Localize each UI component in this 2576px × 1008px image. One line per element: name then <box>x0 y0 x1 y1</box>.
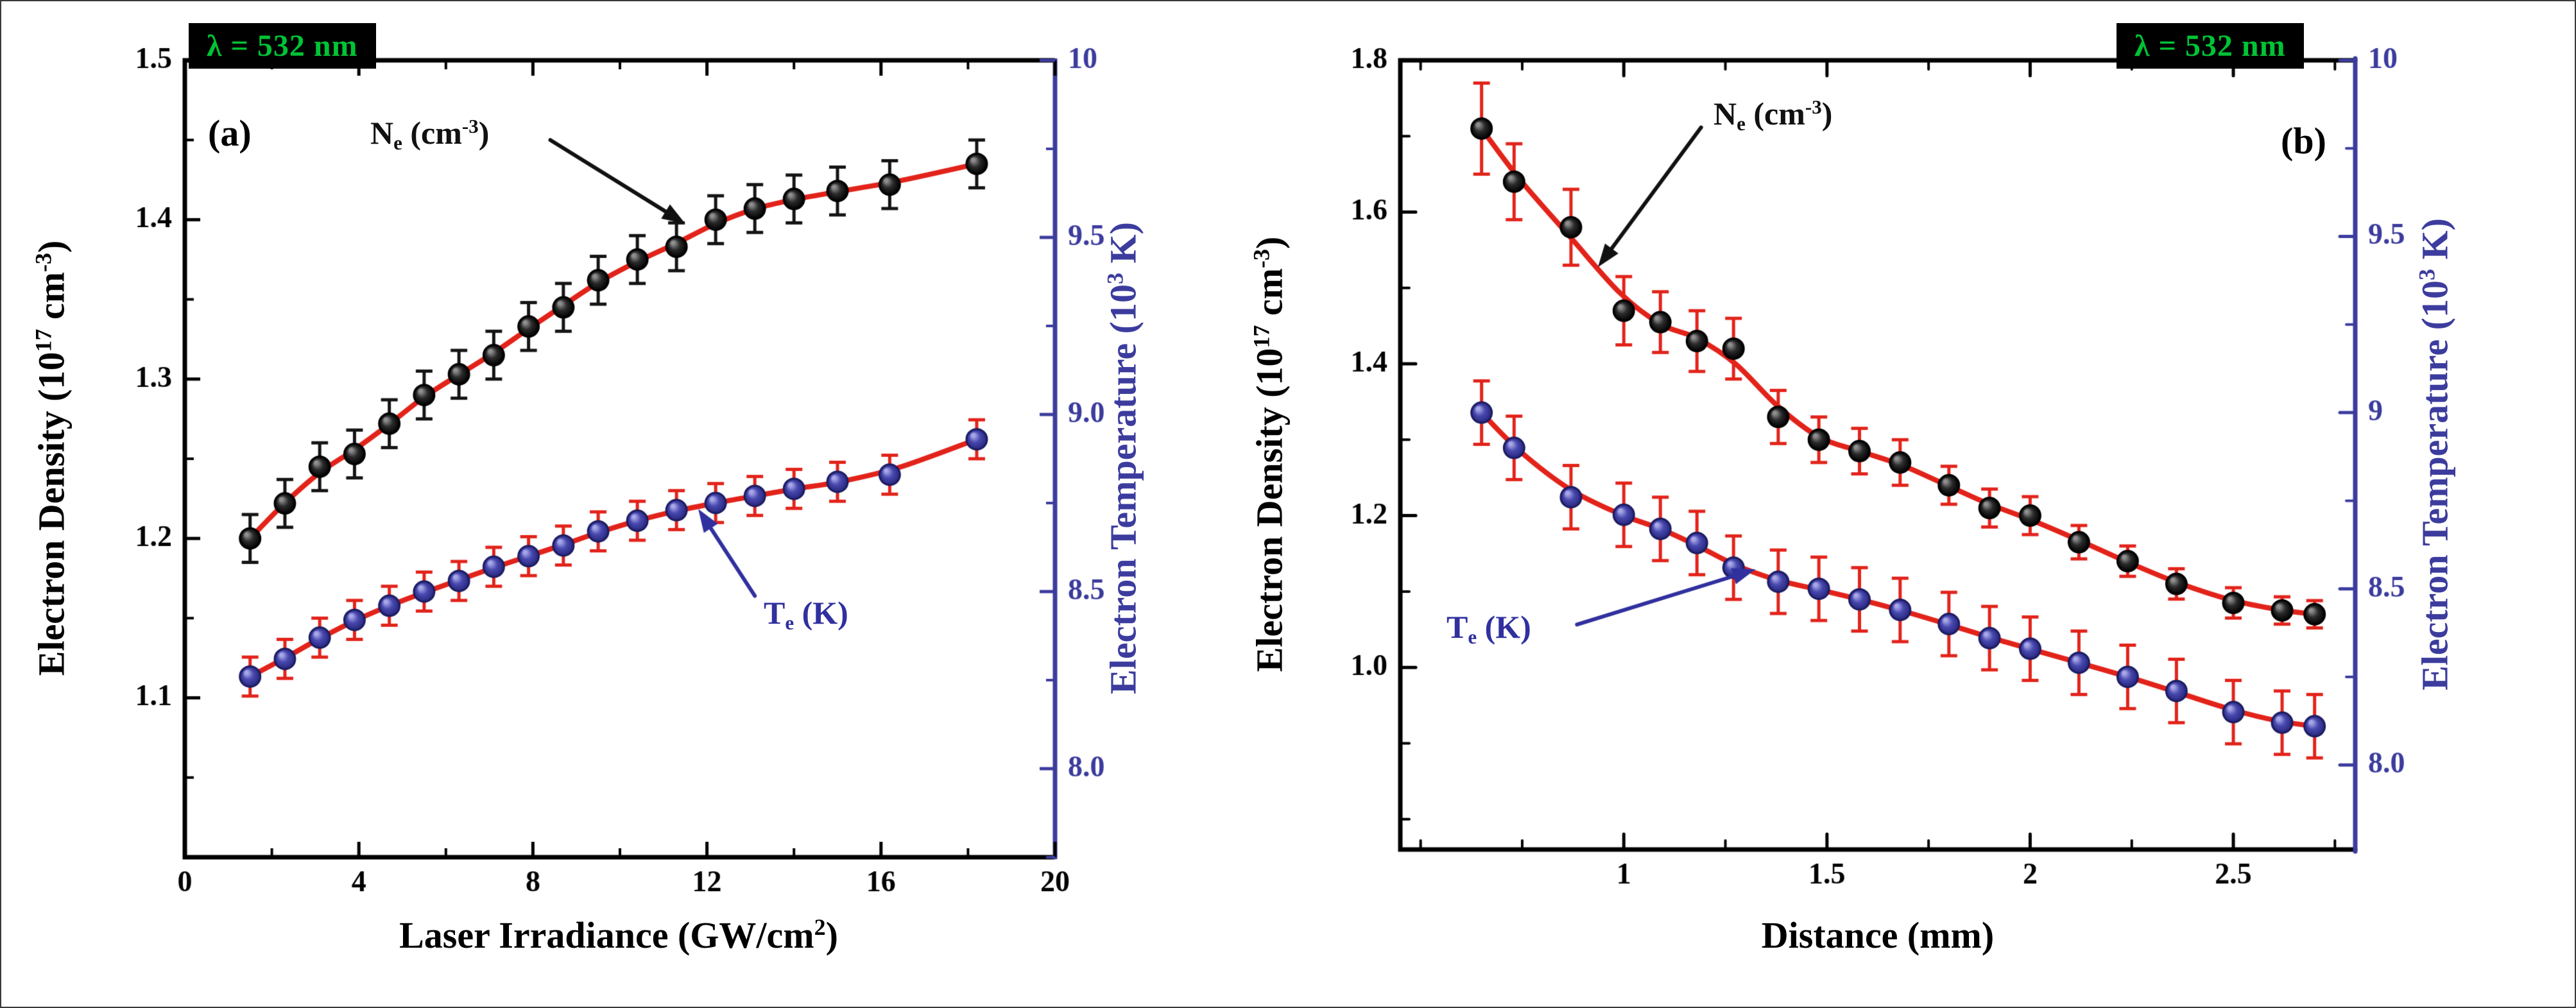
annotation-electron-density-b: Ne (cm-3) <box>1713 95 1833 135</box>
panel-label-b: (b) <box>2281 120 2326 162</box>
wavelength-badge-a: λ = 532 nm <box>189 23 376 69</box>
y-axis-title-left-b: Electron Density (1017 cm-3) <box>1248 236 1291 672</box>
wavelength-badge-b: λ = 532 nm <box>2117 23 2304 69</box>
annotation-electron-density-a: Ne (cm-3) <box>370 114 490 154</box>
y-axis-title-right-a: Electron Temperature (103 K) <box>1102 222 1144 694</box>
x-axis-title-b: Distance (mm) <box>1761 914 1995 956</box>
annotation-electron-temperature-b: Te (K) <box>1447 609 1531 648</box>
annotation-electron-temperature-a: Te (K) <box>764 595 848 634</box>
x-axis-title-a: Laser Irradiance (GW/cm2) <box>399 914 838 956</box>
panel-label-a: (a) <box>208 112 252 154</box>
y-axis-title-left-a: Electron Density (1017 cm-3) <box>30 240 73 676</box>
y-axis-title-right-b: Electron Temperature (103 K) <box>2414 218 2456 690</box>
